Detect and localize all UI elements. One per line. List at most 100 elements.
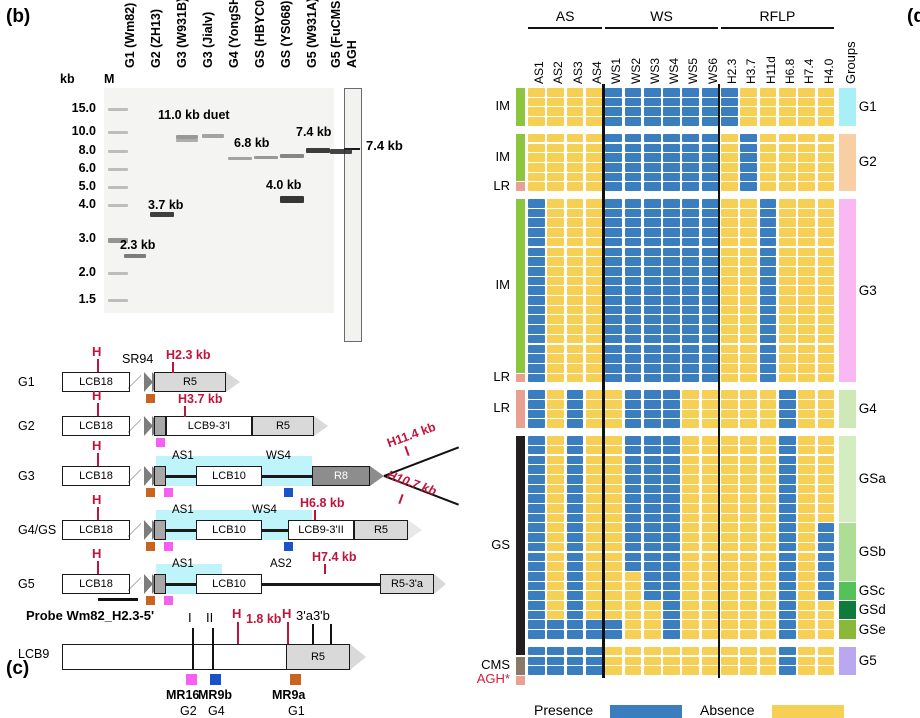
side-label-LR-2: LR xyxy=(493,177,510,193)
heatmap-cell xyxy=(798,153,816,162)
heatmap-cell xyxy=(528,571,545,581)
heatmap-cell xyxy=(566,504,584,513)
heatmap-cell xyxy=(798,630,816,639)
heatmap-cell xyxy=(721,354,738,363)
h-tick-3 xyxy=(97,507,99,520)
heatmap-cell xyxy=(663,523,680,533)
heatmap-cell xyxy=(740,153,758,162)
heatmap-cell xyxy=(643,581,661,591)
heatmap-cell xyxy=(798,581,816,591)
g5-grey xyxy=(154,574,166,594)
arrow-edge-4 xyxy=(128,574,141,594)
heatmap-cell xyxy=(740,419,758,429)
heatmap-cell xyxy=(740,296,758,305)
heatmap-cell xyxy=(585,266,603,276)
sr94-tri-a-1 xyxy=(144,416,153,436)
heatmap-cell xyxy=(663,581,680,591)
heatmap-cell xyxy=(721,373,738,383)
sr94-tri-a-3 xyxy=(144,520,153,540)
heatmap-cell xyxy=(605,373,623,383)
heatmap-cell xyxy=(528,237,545,247)
heatmap-cell xyxy=(528,504,545,513)
heatmap-cell xyxy=(721,172,738,182)
lcb9-ends: 3'a3'b xyxy=(296,608,330,623)
heatmap-cell xyxy=(547,172,565,182)
gel-band-5 xyxy=(280,154,304,158)
probe-bar xyxy=(98,598,138,602)
heatmap-cell xyxy=(682,296,700,305)
heatmap-cell xyxy=(759,571,777,581)
heatmap-cell xyxy=(798,436,816,445)
heatmap-cell xyxy=(624,172,642,182)
heatmap-cell xyxy=(778,218,796,228)
gel-band-10 xyxy=(124,254,146,258)
heatmap-cell xyxy=(701,484,719,494)
heatmap-cell xyxy=(759,296,777,305)
heatmap-cell xyxy=(759,513,777,523)
heatmap-cell xyxy=(585,591,603,600)
heatmap-cell xyxy=(817,286,835,295)
heatmap-cell xyxy=(528,552,545,562)
heatmap-cell xyxy=(605,610,623,620)
heatmap-cell xyxy=(663,88,680,97)
heatmap-cell xyxy=(643,315,661,325)
lcb9-marker-name-2: MR9a xyxy=(272,688,306,702)
heatmap-cell xyxy=(663,107,680,117)
heatmap-cell xyxy=(778,484,796,494)
ladder-tick-10.0: 10.0 xyxy=(71,124,96,138)
heatmap-cell xyxy=(817,484,835,494)
heatmap-cell xyxy=(701,465,719,474)
heatmap-cell xyxy=(585,533,603,542)
lcb9-marker-name-0: MR16 xyxy=(166,688,200,702)
lane-label-1: G2 (ZH13) xyxy=(149,8,163,68)
lcb9-tick-II: II xyxy=(206,610,214,625)
heatmap-cell xyxy=(682,533,700,542)
group-color-bar-GSb xyxy=(838,523,856,581)
g2-marker-pink xyxy=(156,438,165,447)
heatmap-cell xyxy=(778,237,796,247)
heatmap-cell xyxy=(624,305,642,315)
heatmap-cell xyxy=(778,363,796,373)
heatmap-cell xyxy=(605,266,623,276)
heatmap-cell xyxy=(740,257,758,266)
column-group-RFLP: RFLP xyxy=(759,8,796,24)
heatmap-cell xyxy=(528,373,545,383)
heatmap-cell xyxy=(663,276,680,286)
column-group-rule-RFLP xyxy=(721,27,834,30)
heatmap-cell xyxy=(721,455,738,465)
heatmap-cell xyxy=(798,390,816,399)
heatmap-cell xyxy=(759,88,777,97)
heatmap-cell xyxy=(798,325,816,334)
lane-label-9: AGH xyxy=(345,40,359,68)
heatmap-cell xyxy=(605,344,623,354)
g3-r8-arrow xyxy=(370,466,384,486)
heatmap-cell xyxy=(721,266,738,276)
heatmap-cell xyxy=(663,445,680,455)
g3-ws4: WS4 xyxy=(266,450,291,462)
heatmap-cell xyxy=(682,571,700,581)
heatmap-cell xyxy=(740,390,758,399)
heatmap-cell xyxy=(682,172,700,182)
heatmap-cell xyxy=(701,571,719,581)
heatmap-cell xyxy=(643,542,661,552)
band-annotation-3: 4.0 kb xyxy=(266,178,302,192)
heatmap-cell xyxy=(624,199,642,208)
column-group-WS: WS xyxy=(650,8,673,24)
heatmap-cell xyxy=(778,409,796,419)
heatmap-cell xyxy=(740,455,758,465)
heatmap-cell xyxy=(643,117,661,126)
heatmap-cell xyxy=(663,504,680,513)
heatmap-cell xyxy=(643,199,661,208)
heatmap-cell xyxy=(605,646,623,656)
heatmap-cell xyxy=(798,504,816,513)
heatmap-cell xyxy=(566,591,584,600)
heatmap-cell xyxy=(624,484,642,494)
heatmap-cell xyxy=(528,354,545,363)
heatmap-cell xyxy=(643,257,661,266)
heatmap-cell xyxy=(566,325,584,334)
heatmap-cell xyxy=(547,591,565,600)
heatmap-cell xyxy=(721,630,738,639)
heatmap-cell xyxy=(605,199,623,208)
lcb9-h2-tick xyxy=(287,622,289,644)
heatmap-cell xyxy=(682,344,700,354)
